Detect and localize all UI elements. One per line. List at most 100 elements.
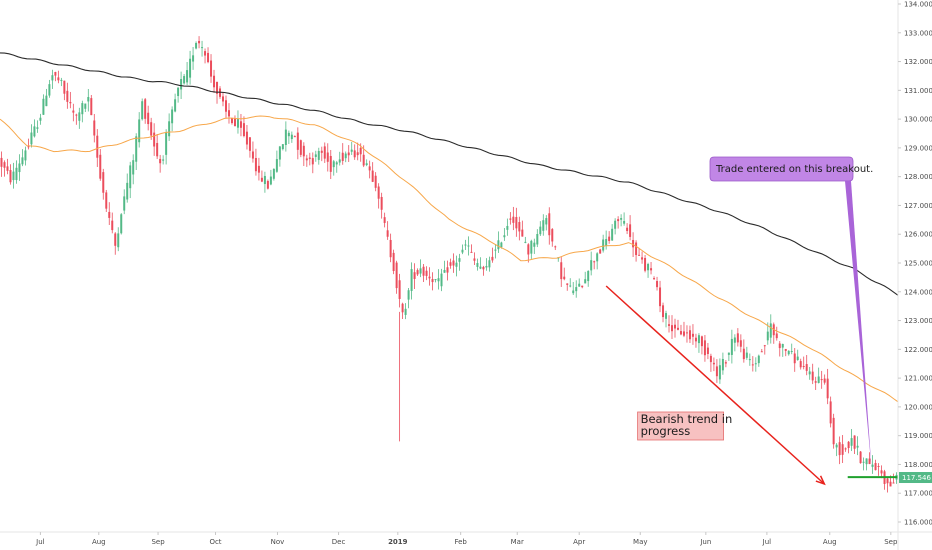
candle-body bbox=[596, 253, 599, 262]
candle-body bbox=[404, 308, 407, 315]
candle-body bbox=[814, 381, 817, 383]
x-axis: Jul Aug Sep Oct Nov Dec 2019 Feb Mar Apr May Jun Jul… bbox=[0, 531, 932, 546]
candle-body bbox=[374, 175, 377, 188]
candle-body bbox=[129, 165, 132, 189]
last-price-label: 117.546 bbox=[902, 474, 931, 482]
candle-body bbox=[3, 162, 6, 168]
candle-body bbox=[401, 303, 404, 313]
candle-body bbox=[302, 145, 305, 157]
candle-body bbox=[611, 228, 614, 241]
candle-body bbox=[236, 118, 239, 128]
x-tick-label: Sep bbox=[884, 538, 898, 546]
y-tick-label: 132.000 bbox=[904, 58, 932, 66]
candle-body bbox=[296, 132, 299, 150]
candle-body bbox=[715, 366, 718, 377]
candle-body bbox=[808, 371, 811, 375]
candle-body bbox=[272, 169, 275, 179]
candle-body bbox=[679, 331, 682, 335]
candle-body bbox=[428, 276, 431, 279]
candle-body bbox=[359, 147, 362, 155]
candle-body bbox=[266, 180, 269, 189]
candle-body bbox=[781, 343, 784, 348]
candle-body bbox=[721, 358, 724, 371]
x-tick-label: Jul bbox=[35, 538, 45, 546]
candle-body bbox=[593, 261, 596, 263]
candle-body bbox=[584, 279, 587, 284]
candle-body bbox=[856, 445, 859, 448]
candle-body bbox=[389, 239, 392, 258]
candle-body bbox=[102, 172, 105, 193]
candle-body bbox=[527, 244, 530, 255]
candle-body bbox=[27, 146, 30, 148]
candle-body bbox=[691, 333, 694, 337]
candle-body bbox=[889, 481, 892, 487]
candle-body bbox=[641, 257, 644, 260]
candle-body bbox=[802, 366, 805, 368]
candle-body bbox=[461, 249, 464, 253]
candle-body bbox=[587, 271, 590, 282]
moving-average-line bbox=[0, 52, 899, 296]
candle-body bbox=[245, 131, 248, 145]
candle-body bbox=[638, 254, 641, 256]
y-tick-label: 124.000 bbox=[904, 288, 932, 296]
candle-body bbox=[269, 176, 272, 185]
candle-body bbox=[368, 166, 371, 171]
x-tick-label: Feb bbox=[454, 538, 467, 546]
candle-body bbox=[293, 136, 296, 138]
candle-body bbox=[132, 160, 135, 175]
candle-body bbox=[440, 273, 443, 287]
candle-body bbox=[36, 127, 39, 129]
x-tick-label: Aug bbox=[823, 538, 837, 546]
y-tick-label: 125.000 bbox=[904, 260, 932, 268]
candle-body bbox=[51, 75, 54, 81]
candle-body bbox=[518, 222, 521, 232]
candle-body bbox=[437, 278, 440, 282]
candle-body bbox=[204, 51, 207, 56]
candle-body bbox=[177, 87, 180, 97]
candle-body bbox=[826, 378, 829, 399]
candle-body bbox=[224, 100, 227, 112]
candle-body bbox=[590, 260, 593, 271]
x-tick-label: Nov bbox=[271, 538, 285, 546]
candle-body bbox=[195, 42, 198, 49]
candle-body bbox=[314, 154, 317, 157]
candle-body bbox=[299, 140, 302, 155]
candle-body bbox=[75, 114, 78, 116]
candle-body bbox=[817, 376, 820, 383]
candle-body bbox=[356, 152, 359, 156]
candle-body bbox=[491, 256, 494, 261]
candle-body bbox=[383, 217, 386, 223]
candle-body bbox=[479, 266, 482, 269]
candle-body bbox=[365, 163, 368, 166]
y-tick-label: 128.000 bbox=[904, 173, 932, 181]
candle-body bbox=[216, 81, 219, 94]
candle-body bbox=[165, 132, 168, 155]
candle-body bbox=[470, 251, 473, 253]
candle-body bbox=[724, 362, 727, 364]
candle-body bbox=[650, 268, 653, 271]
candle-body bbox=[476, 263, 479, 267]
candle-body bbox=[108, 211, 111, 218]
candle-body bbox=[676, 327, 679, 330]
candle-body bbox=[308, 157, 311, 159]
candlestick-group bbox=[0, 36, 898, 493]
candle-body bbox=[326, 152, 329, 162]
y-tick-label: 126.000 bbox=[904, 231, 932, 239]
candle-body bbox=[189, 58, 192, 78]
candle-body bbox=[422, 266, 425, 276]
candle-body bbox=[117, 233, 120, 248]
candle-body bbox=[500, 242, 503, 248]
candle-body bbox=[605, 239, 608, 246]
candle-body bbox=[33, 126, 36, 137]
candle-body bbox=[787, 350, 790, 355]
candle-body bbox=[581, 285, 584, 288]
candle-body bbox=[653, 278, 656, 280]
candle-body bbox=[458, 258, 461, 262]
candle-body bbox=[784, 348, 787, 351]
candle-body bbox=[6, 166, 9, 171]
candle-body bbox=[380, 196, 383, 210]
candle-body bbox=[560, 262, 563, 280]
